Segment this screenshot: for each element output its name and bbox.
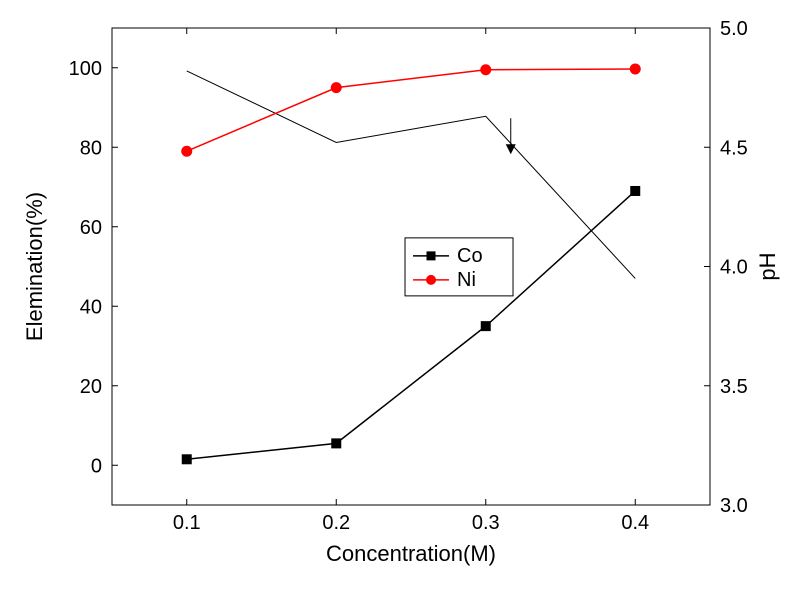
y-left-tick-label: 40 bbox=[80, 296, 102, 318]
x-tick-label: 0.3 bbox=[472, 512, 500, 534]
x-axis-label: Concentration(M) bbox=[326, 541, 496, 566]
y-left-tick-label: 80 bbox=[80, 137, 102, 159]
y-right-tick-label: 3.0 bbox=[720, 495, 748, 517]
ni-series-marker bbox=[182, 146, 192, 156]
chart-container: 0.1 0.2 0.3 0.4 0 20 40 60 80 100 3.0 3.5 4.0 4.5 5.0 C… bbox=[0, 0, 799, 590]
y-left-axis-label: Elemination(%) bbox=[22, 192, 47, 341]
legend-marker-co bbox=[427, 251, 436, 260]
y-right-tick-label: 4.5 bbox=[720, 137, 748, 159]
y-right-tick-label: 3.5 bbox=[720, 376, 748, 398]
ph-arrow-head bbox=[506, 144, 516, 154]
co-series-marker bbox=[481, 322, 490, 331]
ni-series-marker bbox=[331, 83, 341, 93]
y-left-tick-label: 60 bbox=[80, 217, 102, 239]
chart-svg: 0.1 0.2 0.3 0.4 0 20 40 60 80 100 3.0 3.5 4.0 4.5 5.0 C… bbox=[0, 0, 799, 590]
y-left-tick-label: 20 bbox=[80, 376, 102, 398]
co-series-line bbox=[187, 191, 636, 459]
y-left-tick-label: 0 bbox=[91, 455, 102, 477]
co-series-marker bbox=[182, 455, 191, 464]
legend-marker-ni bbox=[426, 275, 436, 285]
y-left-tick-label: 100 bbox=[69, 58, 102, 80]
x-tick-label: 0.1 bbox=[173, 512, 201, 534]
y-right-tick-label: 5.0 bbox=[720, 18, 748, 40]
y-right-tick-label: 4.0 bbox=[720, 257, 748, 279]
x-tick-label: 0.4 bbox=[621, 512, 649, 534]
ni-series-marker bbox=[481, 65, 491, 75]
legend-label-ni: Ni bbox=[457, 269, 476, 291]
ni-series-line bbox=[187, 69, 636, 151]
ni-series-marker bbox=[630, 64, 640, 74]
x-tick-label: 0.2 bbox=[322, 512, 350, 534]
legend-label-co: Co bbox=[457, 245, 483, 267]
co-series-marker bbox=[631, 186, 640, 195]
y-right-axis-label: pH bbox=[755, 252, 780, 280]
co-series-marker bbox=[332, 439, 341, 448]
